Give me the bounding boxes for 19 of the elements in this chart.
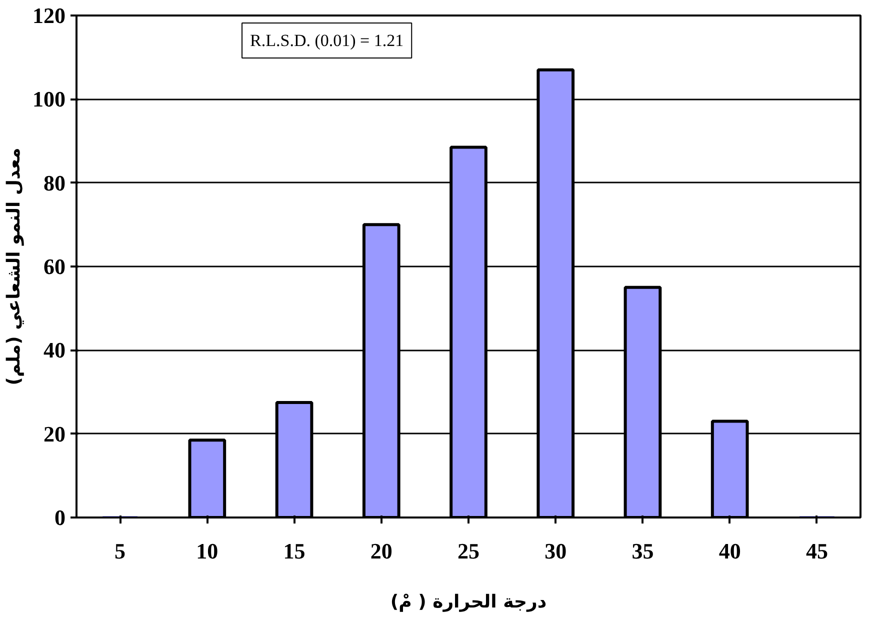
x-tick-label: 20 bbox=[370, 538, 392, 564]
x-tick-label: 45 bbox=[806, 538, 828, 564]
y-axis-title: معدل النمو الشعاعي (ملم) bbox=[4, 148, 24, 386]
y-tick-label: 60 bbox=[44, 254, 66, 279]
x-tick-label: 35 bbox=[632, 538, 654, 564]
x-tick-label: 5 bbox=[114, 538, 126, 564]
y-tick-label: 120 bbox=[32, 3, 66, 28]
annotation: R.L.S.D. (0.01) = 1.21 bbox=[250, 31, 404, 50]
x-tick-label: 30 bbox=[544, 538, 567, 564]
x-tick-label: 40 bbox=[718, 538, 741, 564]
y-tick-label: 20 bbox=[44, 421, 66, 446]
y-tick-label: 100 bbox=[32, 86, 66, 112]
x-tick-label: 15 bbox=[283, 538, 306, 564]
x-axis-title: درجة الحرارة ( مْ) bbox=[390, 592, 547, 612]
y-tick-label: 40 bbox=[44, 338, 66, 363]
y-tick-label: 0 bbox=[54, 505, 66, 530]
x-tick-label: 25 bbox=[458, 538, 480, 564]
y-tick-label: 80 bbox=[44, 170, 66, 196]
x-tick-label: 10 bbox=[196, 538, 218, 564]
